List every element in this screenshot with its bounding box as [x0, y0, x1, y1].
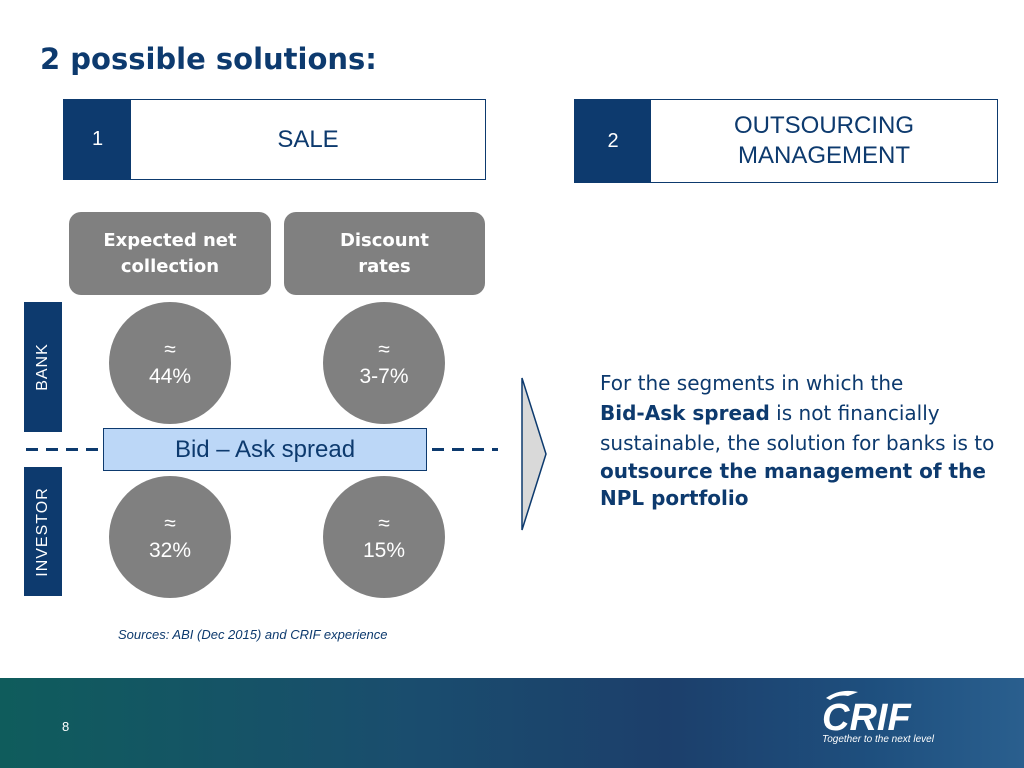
header-line: collection: [120, 255, 220, 277]
circle-bank-expected: ≈ 44%: [109, 302, 231, 424]
circle-value: 32%: [148, 539, 192, 562]
circle-investor-discount: ≈ 15%: [323, 476, 445, 598]
solution-label: SALE: [277, 125, 339, 153]
header-discount-rates: Discount rates: [284, 212, 485, 295]
separator-dash-right: [432, 448, 498, 451]
approx-symbol: ≈: [164, 511, 176, 535]
circle-bank-discount: ≈ 3-7%: [323, 302, 445, 424]
approx-symbol: ≈: [378, 511, 390, 535]
chevron-right-icon: [521, 377, 547, 531]
approx-symbol: ≈: [378, 337, 390, 361]
solution-label-line1: OUTSOURCING: [734, 112, 914, 139]
solution-number: 1: [64, 100, 131, 179]
description-part2: is not financially sustainable, the solu…: [600, 401, 995, 455]
solution-label: OUTSOURCING MANAGEMENT: [651, 100, 997, 182]
crif-logo: CRIF: [822, 690, 912, 739]
description-part1: For the segments in which the: [600, 371, 904, 395]
separator-dash-left: [26, 448, 104, 451]
side-label-bank: BANK: [24, 302, 62, 432]
header-line: Expected net: [103, 230, 237, 252]
page-number: 8: [62, 719, 70, 734]
solution-sale-box: 1 SALE: [63, 99, 486, 180]
description-bold1: Bid-Ask spread: [600, 401, 770, 425]
side-label-text: INVESTOR: [34, 486, 51, 577]
circle-investor-expected: ≈ 32%: [109, 476, 231, 598]
sources-note: Sources: ABI (Dec 2015) and CRIF experie…: [118, 627, 388, 642]
approx-symbol: ≈: [164, 337, 176, 361]
description-bold2: outsource the management of the NPL port…: [600, 459, 986, 510]
tagline: Together to the next level: [822, 734, 934, 745]
circle-value: 3-7%: [359, 365, 409, 388]
circle-value: 15%: [362, 539, 406, 562]
logo-text: CRIF: [822, 697, 912, 739]
solution-outsourcing-box: 2 OUTSOURCING MANAGEMENT: [574, 99, 998, 183]
solution-label-line2: MANAGEMENT: [737, 142, 910, 169]
header-line: rates: [358, 255, 411, 277]
solution-number: 2: [575, 100, 651, 182]
side-label-text: BANK: [34, 343, 51, 391]
header-line: Discount: [339, 230, 430, 252]
description-text: For the segments in which the Bid-Ask sp…: [600, 368, 1000, 512]
circle-value: 44%: [148, 365, 192, 388]
side-label-investor: INVESTOR: [24, 467, 62, 596]
bid-ask-spread-box: Bid – Ask spread: [103, 428, 427, 471]
page-title: 2 possible solutions:: [40, 42, 377, 76]
header-expected-net-collection: Expected net collection: [69, 212, 271, 295]
